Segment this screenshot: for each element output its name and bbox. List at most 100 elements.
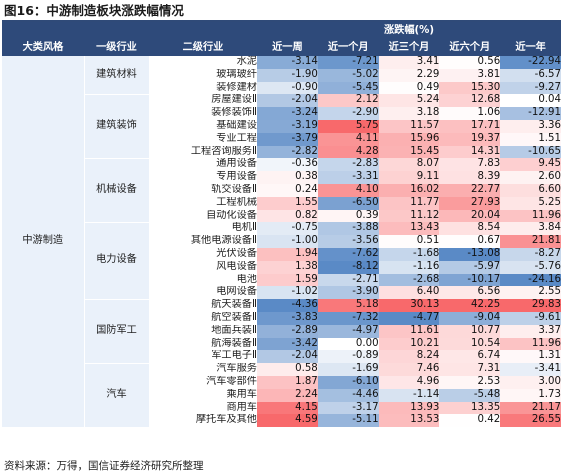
level2-industry: 轨交设备Ⅱ [211,183,257,195]
return-value: -3.79 [257,132,318,146]
return-value: 10.21 [378,337,440,351]
source-note: 资料来源：万得，国信证券经济研究所整理 [4,460,204,472]
return-value: 0.67 [439,235,501,248]
level2-industry: 航天装备Ⅱ [211,299,257,311]
return-value: 5.25 [500,196,561,210]
return-value: 0.51 [378,235,440,248]
return-value: 1.51 [500,132,561,146]
level2-industry: 专业工程 [216,132,257,144]
return-value: 12.68 [439,94,501,108]
table-row: 军工电子Ⅱ -2.04 -0.89 8.24 6.74 1.31 [2,350,561,364]
return-value: 11.12 [378,209,440,223]
return-value: -3.19 [257,119,318,133]
return-value: -2.82 [257,145,318,159]
header-period: 近三个月 [378,39,440,56]
return-value: 1.06 [439,107,501,120]
level2-industry: 摩托车及其他 [195,414,257,426]
return-value: 4.15 [257,401,318,415]
return-value: -3.14 [257,56,318,69]
level1-industry: 电力设备 [84,222,150,300]
return-value: -2.04 [257,94,318,108]
return-value: 11.57 [378,119,440,133]
level2-industry: 基础建设 [216,119,257,131]
table-row: 风电设备 1.38 -8.12 -1.16 -5.97 -5.76 [2,260,561,274]
return-value: 0.24 [257,183,318,197]
header-period: 近一年 [500,39,561,56]
return-value: -4.77 [378,311,440,325]
level1-industry: 建筑装饰 [84,94,150,159]
table-row: 基础建设 -3.19 5.75 11.57 17.71 3.36 [2,119,561,133]
table-row: 工程机械 1.55 -6.50 11.77 27.93 5.25 [2,196,561,210]
return-value: 42.25 [439,299,501,312]
return-value: -3.90 [317,286,379,300]
return-value: 8.24 [378,350,440,364]
return-value: 2.53 [439,375,501,389]
header-level2: 二级行业 [149,39,257,56]
return-value: 3.81 [439,68,501,82]
return-value: 16.02 [378,183,440,197]
return-value: 4.10 [317,183,379,197]
return-value: 6.74 [439,350,501,364]
return-value: -2.04 [257,350,318,364]
return-value: 3.41 [378,56,440,69]
level2-industry: 乘用车 [226,388,257,400]
level2-industry: 汽车服务 [216,363,257,375]
return-value: -1.00 [257,235,318,248]
level1-industry: 汽车 [84,363,150,428]
return-value: -3.24 [257,107,318,120]
return-value: -10.65 [500,145,561,159]
header-change-group: 涨跌幅(%) [257,22,561,39]
return-value: 2.24 [257,388,318,402]
return-value: -1.68 [378,247,440,261]
return-value: 9.11 [378,171,440,184]
level2-industry: 航海装备Ⅱ [211,337,257,349]
return-value: -8.12 [317,260,379,274]
return-value: -5.48 [439,388,501,402]
return-value: 13.53 [378,414,440,428]
return-value: -0.36 [257,158,318,172]
return-value: -0.75 [257,222,318,236]
return-value: -5.45 [317,81,379,95]
return-value: 15.30 [439,81,501,95]
return-value: -5.76 [500,260,561,274]
title-rule [2,20,561,22]
return-value: -1.69 [317,363,379,376]
return-value: 9.45 [500,158,561,172]
return-value: -4.97 [317,324,379,338]
return-value: 26.55 [500,414,561,428]
return-value: 1.55 [257,196,318,210]
return-value: 10.77 [439,324,501,338]
return-value: -7.62 [317,247,379,261]
header-blank-1 [2,22,84,39]
return-value: -1.90 [257,68,318,82]
table-row: 建筑装饰 房屋建设Ⅱ -2.04 2.12 5.24 12.68 0.04 [2,94,561,159]
return-value: -10.17 [439,273,501,287]
return-value: -7.21 [317,56,379,69]
level2-industry: 汽车零部件 [206,375,257,387]
return-value: 4.59 [257,414,318,428]
return-value: 1.38 [257,260,318,274]
return-value: 4.28 [317,145,379,159]
level2-industry: 其他电源设备Ⅱ [190,235,257,247]
level2-industry: 地面兵装Ⅱ [211,324,257,336]
return-value: -9.27 [500,81,561,95]
level2-industry: 光伏设备 [216,247,257,259]
return-value: 11.61 [378,324,440,338]
return-value: -2.89 [257,324,318,338]
return-value: -5.11 [317,414,379,428]
return-value: -7.32 [317,311,379,325]
level2-industry: 电网设备 [216,286,257,298]
table-row: 中游制造 建筑材料 水泥 -3.14 -7.21 3.41 0.56 -22.94 [2,56,561,428]
return-value: 13.93 [378,401,440,415]
table-row: 摩托车及其他 4.59 -5.11 13.53 0.42 26.55 [2,414,561,428]
table-row: 机械设备 通用设备 -0.36 -2.83 8.07 7.83 9.45 [2,158,561,223]
return-value: 1.87 [257,375,318,389]
return-value: -12.91 [500,107,561,120]
return-value: 0.58 [257,363,318,376]
style-label: 中游制造 [2,56,85,428]
table-row: 装修装饰Ⅱ -3.24 -2.90 3.18 1.06 -12.91 [2,107,561,120]
return-value: -2.90 [317,107,379,120]
return-value: 3.00 [500,375,561,389]
level2-industry: 专用设备 [216,171,257,183]
return-value: -1.14 [378,388,440,402]
